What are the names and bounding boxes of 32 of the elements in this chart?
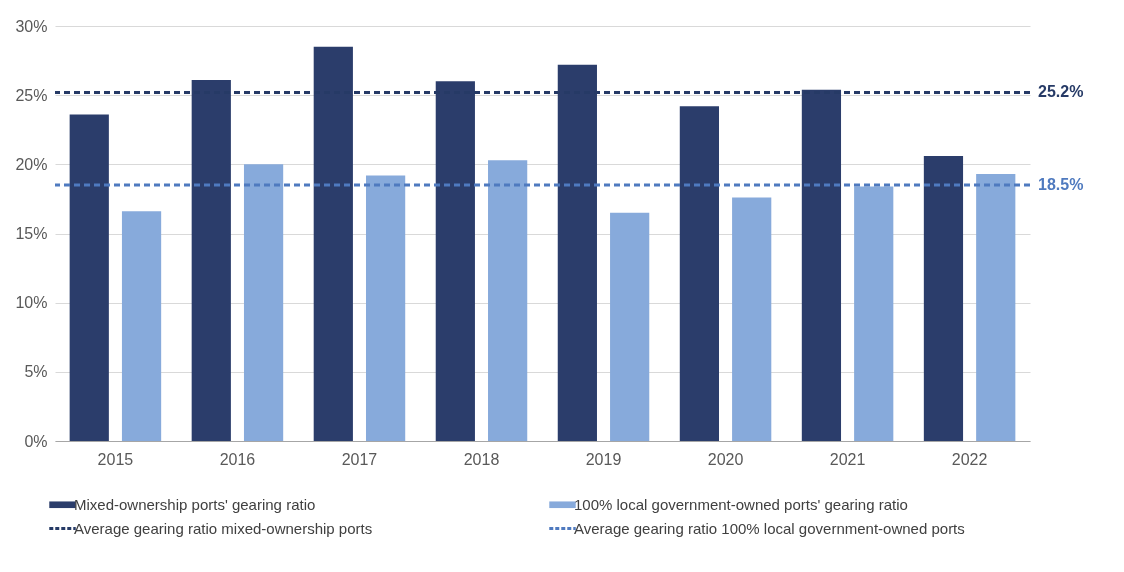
- bar: [854, 186, 894, 441]
- y-tick-label: 5%: [24, 363, 48, 381]
- y-tick-label: 30%: [15, 17, 48, 35]
- y-tick-label: 15%: [15, 225, 48, 242]
- text: 25.2%: [1038, 83, 1084, 101]
- legend-label: Average gearing ratio mixed-ownership ports: [74, 519, 373, 537]
- bar: [976, 174, 1016, 441]
- bar: [610, 212, 650, 441]
- x-tick-label: 2017: [341, 450, 378, 468]
- x-tick-label: 2020: [707, 450, 744, 468]
- y-tick-label: 20%: [15, 155, 48, 173]
- bar: [488, 160, 528, 441]
- legend-label: 100% local government-owned ports' gearing ratio: [574, 495, 908, 513]
- y-tick-label: 0%: [24, 432, 48, 450]
- bar: [366, 175, 406, 441]
- y-tick-label: 25%: [15, 86, 48, 104]
- y-tick-label: 10%: [15, 294, 48, 312]
- bar: [732, 197, 772, 441]
- text: 18.5%: [1038, 176, 1084, 194]
- bar: [121, 211, 162, 441]
- x-tick-label: 2019: [585, 450, 622, 468]
- x-tick-label: 2016: [219, 450, 256, 468]
- legend-label: Mixed-ownership ports' gearing ratio: [74, 495, 316, 513]
- x-tick-label: 2022: [951, 450, 988, 468]
- bar: [69, 114, 109, 441]
- bar: [679, 106, 719, 441]
- legend-label: Average gearing ratio 100% local government-owned ports: [574, 519, 965, 537]
- x-tick-label: 2018: [463, 450, 500, 468]
- bar: [923, 156, 964, 441]
- bar: [243, 164, 284, 441]
- x-tick-label: 2021: [829, 450, 866, 468]
- x-tick-label: 2015: [97, 450, 134, 468]
